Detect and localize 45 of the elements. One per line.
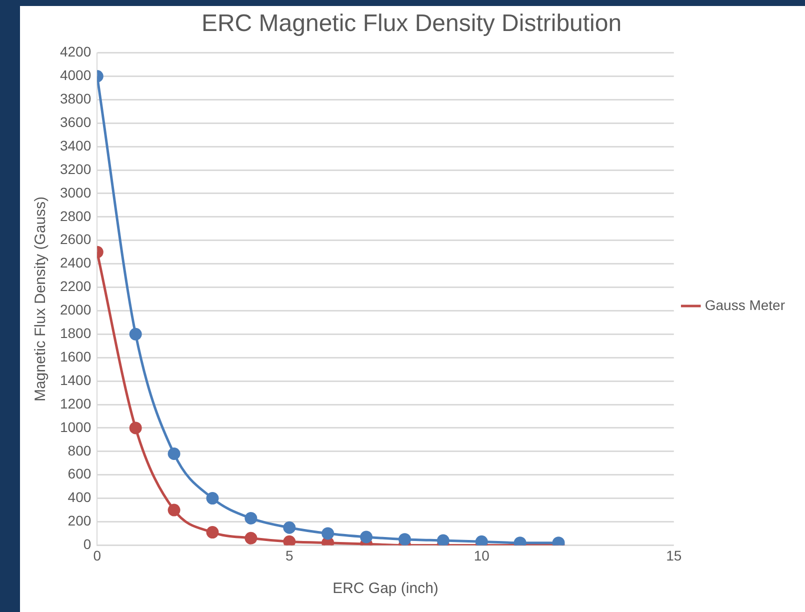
point bbox=[206, 492, 219, 505]
point bbox=[244, 532, 258, 544]
point bbox=[360, 530, 373, 544]
y-tick-label: 4000 bbox=[60, 67, 92, 84]
point bbox=[168, 504, 180, 516]
y-tick-label: 1000 bbox=[60, 418, 92, 435]
y-tick-label: 800 bbox=[68, 442, 92, 458]
point bbox=[168, 448, 180, 460]
y-tick-label: 0 bbox=[83, 536, 92, 552]
point bbox=[283, 535, 296, 546]
y-tick-label: 4200 bbox=[60, 44, 92, 60]
y-tick-label: 2400 bbox=[60, 254, 92, 271]
x-tick-label: 10 bbox=[474, 547, 490, 564]
point bbox=[398, 533, 411, 546]
x-tick-label: 15 bbox=[666, 547, 682, 564]
y-tick-label: 200 bbox=[68, 512, 92, 529]
y-tick-label: 1200 bbox=[60, 395, 92, 412]
y-tick-label: 2800 bbox=[60, 208, 92, 224]
chart-title: ERC Magnetic Flux Density Distribution bbox=[201, 10, 622, 38]
legend-label: Gauss Meter bbox=[704, 296, 786, 313]
point bbox=[475, 535, 488, 546]
y-tick-label: 3000 bbox=[60, 184, 92, 200]
y-tick-label: 400 bbox=[68, 489, 92, 506]
y-tick-label: 1400 bbox=[60, 372, 92, 388]
x-tick-label: 0 bbox=[93, 547, 102, 564]
point bbox=[244, 512, 258, 524]
point bbox=[129, 328, 142, 340]
y-tick-label: 3800 bbox=[60, 90, 92, 107]
point bbox=[129, 422, 142, 434]
y-tick-label: 600 bbox=[68, 466, 92, 482]
y-tick-label: 2000 bbox=[60, 302, 92, 318]
y-tick-label: 3400 bbox=[60, 137, 92, 154]
y-axis-title: Magnetic Flux Density (Gauss) bbox=[32, 196, 50, 402]
point bbox=[283, 521, 296, 534]
x-tick-label: 5 bbox=[285, 547, 294, 564]
y-tick-label: 2200 bbox=[60, 278, 92, 294]
point bbox=[322, 527, 334, 540]
point bbox=[206, 526, 219, 539]
y-tick-label: 3200 bbox=[60, 160, 92, 177]
x-axis-title: ERC Gap (inch) bbox=[332, 580, 438, 598]
point bbox=[436, 534, 450, 546]
y-tick-label: 3600 bbox=[60, 114, 92, 130]
y-tick-label: 1800 bbox=[60, 325, 92, 342]
y-tick-label: 1600 bbox=[60, 348, 92, 364]
y-tick-label: 2600 bbox=[60, 231, 92, 248]
